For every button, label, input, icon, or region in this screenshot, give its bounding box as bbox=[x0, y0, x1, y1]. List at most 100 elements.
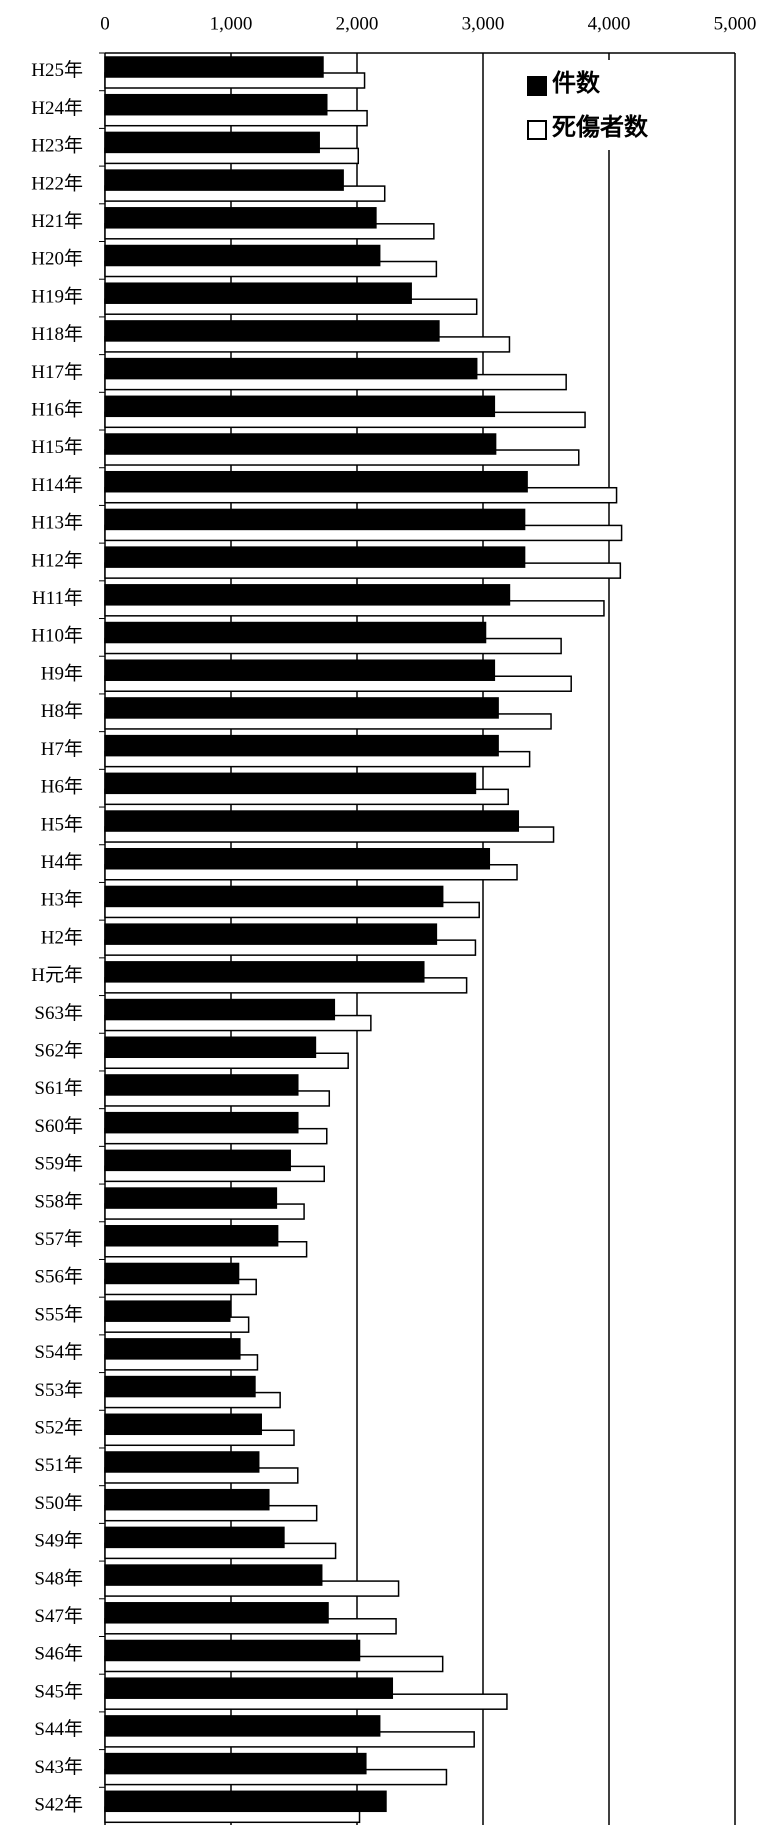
y-tick-label: H19年 bbox=[31, 285, 83, 307]
bar bbox=[104, 282, 412, 304]
bar bbox=[104, 659, 496, 681]
bar bbox=[104, 1488, 270, 1511]
bar bbox=[104, 169, 344, 191]
x-tick-label: 0 bbox=[100, 13, 110, 34]
x-tick-label: 1,000 bbox=[210, 13, 253, 34]
y-tick-label: H15年 bbox=[31, 436, 83, 458]
y-tick-label: H7年 bbox=[41, 738, 83, 760]
x-tick-label: 5,000 bbox=[714, 13, 757, 34]
y-tick-label: S50年 bbox=[34, 1492, 83, 1514]
y-tick-label: H24年 bbox=[31, 97, 83, 119]
bar bbox=[104, 1074, 299, 1096]
y-tick-label: S48年 bbox=[34, 1567, 83, 1589]
bar bbox=[104, 772, 477, 795]
y-tick-label: H17年 bbox=[31, 361, 83, 383]
y-tick-label: H20年 bbox=[31, 248, 83, 270]
bar bbox=[104, 207, 377, 229]
y-tick-label: H21年 bbox=[31, 210, 83, 232]
bar bbox=[104, 357, 478, 380]
y-tick-label: H18年 bbox=[31, 323, 83, 345]
y-tick-label: S57年 bbox=[34, 1228, 83, 1250]
bar bbox=[104, 470, 528, 493]
legend-label: 死傷者数 bbox=[552, 113, 649, 141]
y-tick-label: H25年 bbox=[31, 59, 83, 81]
bar bbox=[104, 93, 328, 116]
bar bbox=[104, 1790, 387, 1813]
y-tick-label: S63年 bbox=[34, 1002, 83, 1024]
bar bbox=[104, 1187, 278, 1209]
x-tick-label: 3,000 bbox=[462, 13, 505, 34]
bar bbox=[104, 1338, 241, 1360]
bar bbox=[104, 1677, 394, 1699]
bar bbox=[104, 131, 320, 154]
y-tick-label: S54年 bbox=[34, 1341, 83, 1363]
y-tick-label: S42年 bbox=[34, 1794, 83, 1816]
y-tick-label: H9年 bbox=[41, 662, 83, 684]
legend-swatch bbox=[527, 120, 547, 140]
y-tick-label: H23年 bbox=[31, 135, 83, 157]
bar bbox=[104, 1564, 323, 1586]
y-tick-label: H3年 bbox=[41, 889, 83, 911]
bar bbox=[104, 320, 440, 342]
y-tick-label: S51年 bbox=[34, 1454, 83, 1476]
bar bbox=[104, 998, 336, 1021]
bar bbox=[104, 697, 499, 719]
bar bbox=[104, 1225, 279, 1247]
bar bbox=[104, 847, 491, 870]
legend-swatch bbox=[527, 76, 547, 96]
y-tick-label: S56年 bbox=[34, 1266, 83, 1288]
y-tick-label: H11年 bbox=[32, 587, 83, 609]
y-tick-label: S47年 bbox=[34, 1605, 83, 1627]
y-tick-label: H14年 bbox=[31, 474, 83, 496]
y-tick-label: H元年 bbox=[31, 964, 83, 986]
bar bbox=[104, 1262, 240, 1285]
legend-box bbox=[520, 60, 690, 150]
x-tick-label: 4,000 bbox=[588, 13, 631, 34]
y-tick-label: H13年 bbox=[31, 512, 83, 534]
y-tick-label: S52年 bbox=[34, 1416, 83, 1438]
bar bbox=[104, 1752, 367, 1775]
bar bbox=[104, 56, 324, 78]
y-tick-label: S44年 bbox=[34, 1718, 83, 1740]
y-tick-label: S61年 bbox=[34, 1077, 83, 1099]
y-tick-label: S45年 bbox=[34, 1680, 83, 1702]
y-tick-label: H6年 bbox=[41, 776, 83, 798]
y-tick-label: S59年 bbox=[34, 1153, 83, 1175]
y-tick-label: S46年 bbox=[34, 1643, 83, 1665]
y-tick-label: H8年 bbox=[41, 700, 83, 722]
y-tick-label: S62年 bbox=[34, 1039, 83, 1061]
y-tick-label: S60年 bbox=[34, 1115, 83, 1137]
bar bbox=[104, 1602, 329, 1624]
x-tick-label: 2,000 bbox=[336, 13, 379, 34]
y-tick-label: H16年 bbox=[31, 399, 83, 421]
bar bbox=[104, 1149, 291, 1172]
y-tick-label: H2年 bbox=[41, 926, 83, 948]
y-tick-label: H10年 bbox=[31, 625, 83, 647]
bar bbox=[104, 1375, 256, 1398]
bar bbox=[104, 244, 381, 267]
legend-label: 件数 bbox=[552, 69, 601, 97]
bar bbox=[104, 1451, 260, 1473]
bar bbox=[104, 810, 520, 832]
bar bbox=[104, 1111, 299, 1134]
bar bbox=[104, 961, 425, 983]
bar bbox=[104, 584, 511, 606]
bar bbox=[104, 923, 438, 945]
y-tick-label: S53年 bbox=[34, 1379, 83, 1401]
bar bbox=[104, 1036, 317, 1059]
y-tick-label: S55年 bbox=[34, 1303, 83, 1325]
y-tick-label: S49年 bbox=[34, 1530, 83, 1552]
y-tick-label: H5年 bbox=[41, 813, 83, 835]
bar bbox=[104, 433, 497, 455]
bar bbox=[104, 1715, 381, 1737]
bar bbox=[104, 621, 487, 644]
bar bbox=[104, 734, 499, 757]
bar bbox=[104, 1639, 361, 1662]
y-tick-label: S58年 bbox=[34, 1190, 83, 1212]
y-tick-label: H12年 bbox=[31, 549, 83, 571]
bar bbox=[104, 508, 526, 531]
bar bbox=[104, 1300, 231, 1322]
bar bbox=[104, 1526, 285, 1549]
bar bbox=[104, 546, 526, 568]
